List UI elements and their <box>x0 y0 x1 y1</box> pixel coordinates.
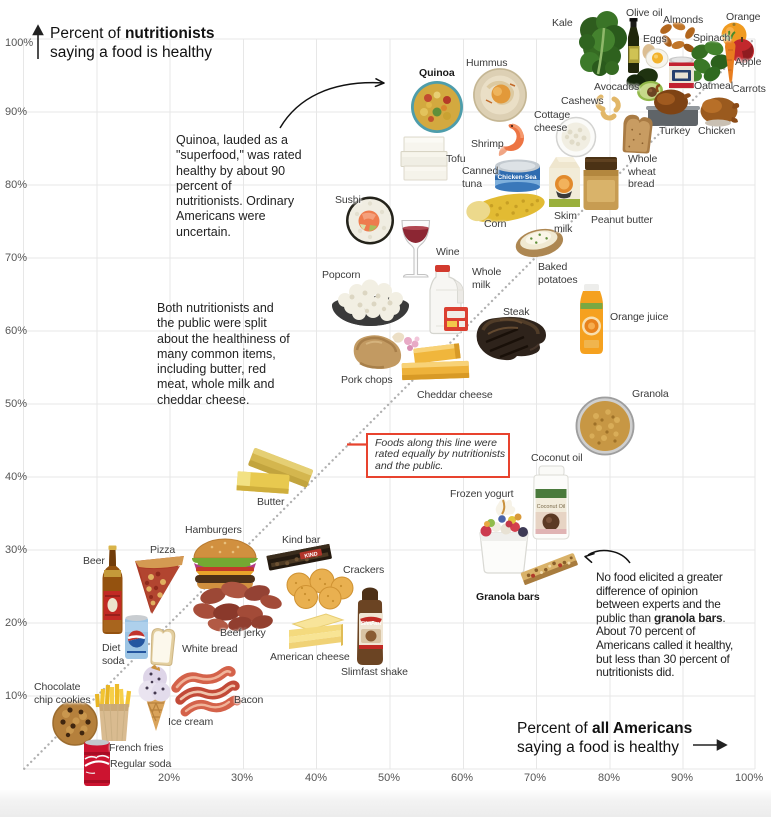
svg-text:SlimFast: SlimFast <box>361 621 382 627</box>
svg-text:Chicken·Sea: Chicken·Sea <box>497 174 536 181</box>
svg-text:KIND: KIND <box>304 551 318 559</box>
svg-text:Coconut Oil: Coconut Oil <box>537 504 566 510</box>
